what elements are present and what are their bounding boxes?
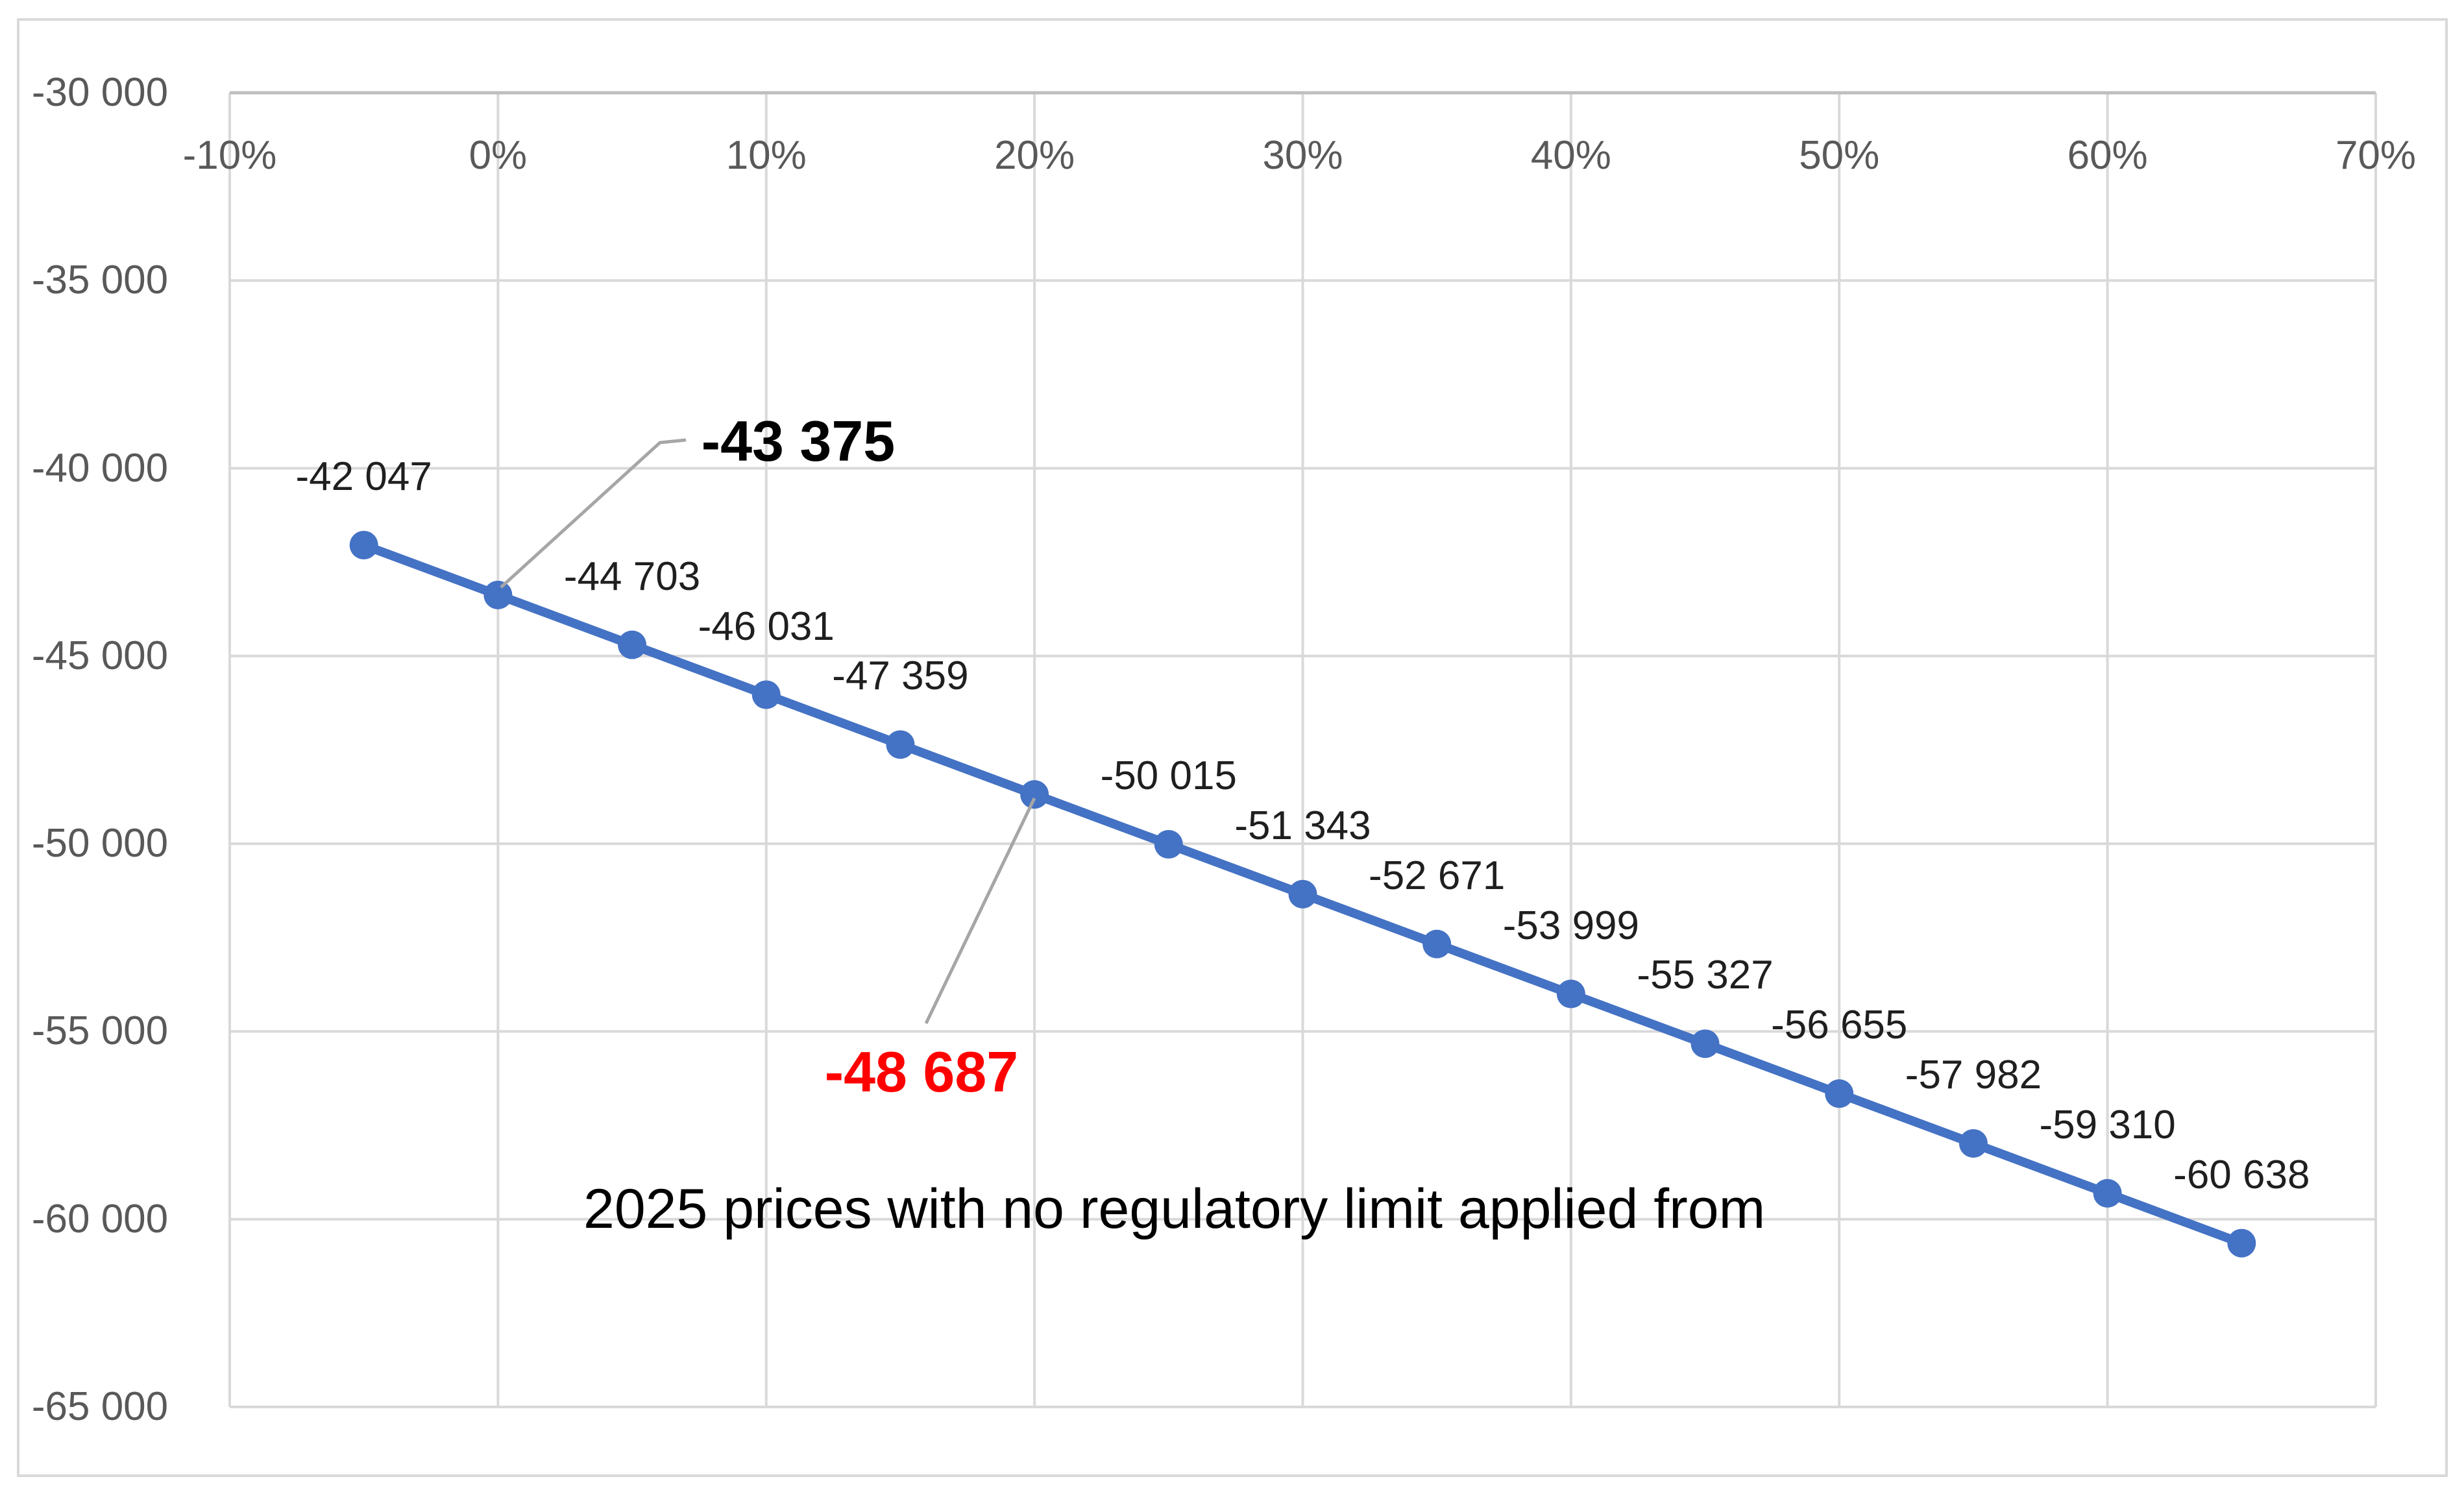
- y-tick-label: -45 000: [31, 633, 169, 678]
- x-tick-label: 70%: [2335, 133, 2417, 178]
- data-point-marker: [2227, 1228, 2256, 1258]
- x-tick-label: 30%: [1262, 133, 1343, 178]
- x-tick-label: -10%: [182, 133, 277, 178]
- data-point-label: -50 015: [1100, 753, 1237, 798]
- leader-line: [924, 797, 1036, 1025]
- data-point-marker: [1154, 830, 1183, 859]
- data-point-marker: [2093, 1179, 2122, 1208]
- annotation-text: 2025 prices with no regulatory limit app…: [583, 1178, 1766, 1240]
- y-tick-label: -50 000: [31, 821, 169, 866]
- x-tick-label: 50%: [1799, 133, 1880, 178]
- y-tick-label: -65 000: [31, 1384, 169, 1429]
- data-point-label: -52 671: [1369, 853, 1506, 898]
- y-tick-label: -35 000: [31, 258, 169, 303]
- data-point-marker: [886, 730, 915, 759]
- data-point-label: -55 327: [1637, 953, 1774, 998]
- data-point-marker: [618, 630, 647, 659]
- x-tick-label: 20%: [994, 133, 1075, 178]
- data-point-marker: [1422, 929, 1452, 959]
- data-point-marker: [1556, 979, 1585, 1008]
- data-point-label: -51 343: [1234, 803, 1371, 848]
- data-point-marker: [1288, 879, 1317, 909]
- data-point-label: -42 047: [295, 454, 432, 499]
- data-point-marker: [349, 531, 378, 560]
- data-point-markers: [349, 531, 2256, 1258]
- data-point-label: -46 031: [698, 604, 835, 649]
- y-tick-label: -60 000: [31, 1196, 169, 1241]
- data-point-marker: [1020, 780, 1049, 809]
- callout-label: -43 375: [701, 409, 896, 473]
- leader-line: [500, 438, 687, 589]
- data-point-marker: [1690, 1029, 1720, 1058]
- data-point-marker: [1825, 1079, 1854, 1108]
- data-point-label: -44 703: [563, 554, 701, 599]
- data-point-marker: [1958, 1129, 1988, 1158]
- data-point-marker: [483, 580, 513, 609]
- x-tick-label: 60%: [2067, 133, 2148, 178]
- data-point-label: -47 359: [832, 653, 969, 699]
- y-tick-label: -30 000: [31, 70, 169, 115]
- data-point-marker: [751, 680, 781, 709]
- x-tick-label: 10%: [726, 133, 807, 178]
- callout-leader-lines: [500, 438, 1036, 1025]
- y-tick-label: -55 000: [31, 1008, 169, 1054]
- data-point-label: -56 655: [1771, 1003, 1908, 1048]
- data-point-label: -53 999: [1502, 903, 1640, 948]
- figure-border: [17, 18, 2448, 1477]
- y-tick-label: -40 000: [31, 445, 169, 491]
- callout-label: -48 687: [824, 1040, 1019, 1104]
- x-tick-label: 0%: [469, 133, 528, 178]
- data-point-label: -60 638: [2173, 1152, 2310, 1197]
- data-point-label: -57 982: [1905, 1052, 2042, 1097]
- x-tick-label: 40%: [1530, 133, 1611, 178]
- data-point-label: -59 310: [2039, 1102, 2176, 1147]
